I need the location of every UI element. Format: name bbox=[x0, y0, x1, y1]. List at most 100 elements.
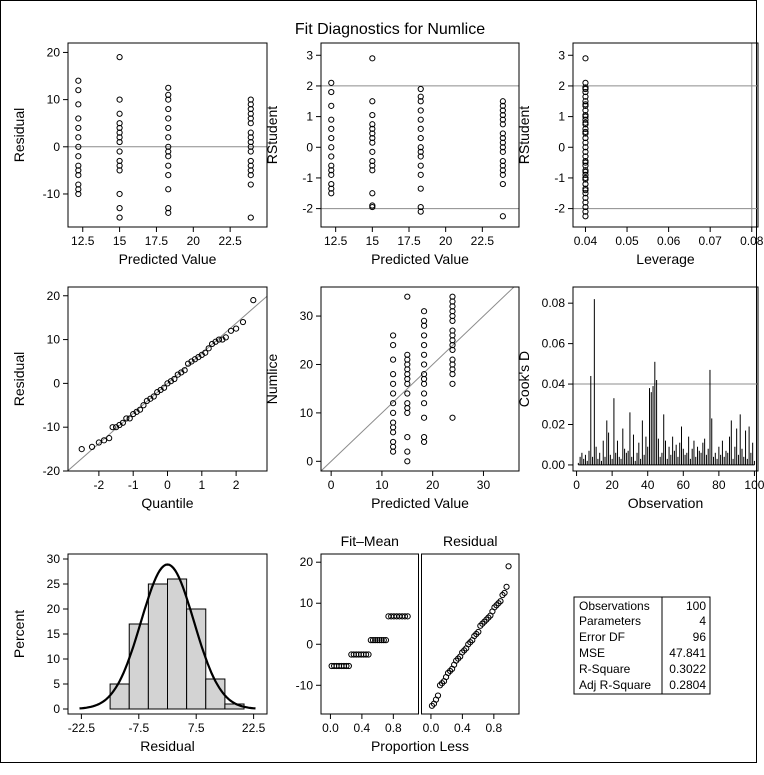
data-point bbox=[417, 85, 424, 93]
y-tick-label: 0 bbox=[306, 140, 313, 154]
data-point bbox=[328, 116, 335, 123]
residual-quantile-point bbox=[444, 669, 452, 677]
data-point bbox=[499, 148, 506, 155]
data-point bbox=[420, 351, 428, 358]
residual-quantile-point bbox=[459, 649, 466, 656]
data-point bbox=[389, 332, 397, 339]
data-point bbox=[582, 116, 589, 123]
y-tick-label: -2 bbox=[302, 202, 313, 216]
data-point bbox=[499, 180, 506, 188]
residual-quantile-point bbox=[497, 598, 504, 605]
stat-label: R-Square bbox=[579, 662, 631, 676]
data-point bbox=[171, 375, 178, 383]
x-tick-label: 22.5 bbox=[218, 234, 242, 248]
data-point bbox=[420, 361, 428, 368]
x-tick-label: 2 bbox=[233, 478, 240, 492]
data-point bbox=[75, 134, 82, 141]
data-point bbox=[75, 87, 82, 94]
data-point bbox=[582, 203, 589, 211]
data-point bbox=[369, 162, 376, 169]
histogram-bar bbox=[186, 608, 207, 710]
y-tick-label: 0.08 bbox=[542, 296, 566, 310]
stat-value: 96 bbox=[693, 630, 707, 644]
y-tick-label: -2 bbox=[554, 202, 565, 216]
data-point bbox=[181, 367, 188, 374]
x-axis-label: Residual bbox=[140, 738, 194, 754]
data-point bbox=[417, 185, 424, 192]
data-point bbox=[328, 153, 335, 160]
stat-label: Parameters bbox=[579, 614, 641, 628]
data-point bbox=[165, 209, 172, 216]
x-tick-label: 0.07 bbox=[699, 234, 723, 248]
data-point bbox=[582, 153, 589, 160]
residual-quantile-point bbox=[453, 657, 460, 664]
x-tick-label: 17.5 bbox=[397, 234, 421, 248]
residual-quantile-point bbox=[477, 622, 484, 629]
data-point bbox=[420, 390, 428, 397]
y-axis-label: RStudent bbox=[516, 106, 532, 164]
residual-quantile-point bbox=[467, 639, 474, 646]
y-tick-label: 0 bbox=[53, 702, 60, 716]
data-point bbox=[100, 437, 108, 444]
x-tick-label: -2 bbox=[94, 478, 105, 492]
x-tick-label: 0.8 bbox=[485, 721, 502, 735]
x-tick-label: 30 bbox=[477, 478, 491, 492]
data-point bbox=[389, 371, 397, 378]
plot-frame bbox=[572, 286, 759, 472]
plot-frame bbox=[421, 553, 520, 715]
x-tick-label: 7.5 bbox=[188, 721, 205, 735]
x-tick-label: -7.5 bbox=[128, 721, 149, 735]
data-point bbox=[165, 96, 172, 103]
data-point bbox=[417, 116, 424, 123]
data-point bbox=[328, 185, 335, 192]
point-group bbox=[75, 54, 254, 221]
data-point bbox=[582, 98, 589, 105]
rstudent-vs-pred-chart: 12.5 15 17.5 20 22.5 -2 -1 0 1 2 3 Predicted Value R… bbox=[264, 42, 520, 267]
x-axis-label: Leverage bbox=[636, 251, 695, 267]
data-point bbox=[499, 144, 506, 151]
x-tick-label: 15 bbox=[113, 234, 127, 248]
data-point bbox=[417, 162, 424, 169]
data-point bbox=[449, 414, 456, 421]
y-tick-label: 0.02 bbox=[542, 417, 566, 431]
y-tick-label: 20 bbox=[47, 289, 61, 303]
data-point bbox=[75, 143, 82, 150]
x-tick-label: 22.5 bbox=[471, 234, 495, 248]
x-tick-label: 0.06 bbox=[657, 234, 681, 248]
y-axis-label: Numlice bbox=[264, 354, 280, 405]
data-point bbox=[449, 380, 456, 387]
data-point bbox=[582, 88, 589, 96]
data-point bbox=[116, 138, 123, 146]
data-point bbox=[499, 111, 506, 119]
y-tick-label: 20 bbox=[300, 357, 314, 371]
x-tick-label: 0 bbox=[164, 478, 171, 492]
data-point bbox=[582, 168, 589, 175]
stat-label: Error DF bbox=[579, 630, 625, 644]
y-tick-label: 0 bbox=[53, 376, 60, 390]
fit-mean-point bbox=[382, 637, 390, 644]
residual-quantile-point bbox=[471, 632, 478, 640]
data-point bbox=[136, 406, 144, 413]
data-point bbox=[417, 144, 424, 151]
x-tick-label: 0.4 bbox=[454, 721, 471, 735]
residual-quantile-point bbox=[475, 628, 482, 636]
data-point bbox=[449, 317, 456, 324]
data-point bbox=[417, 93, 424, 100]
residual-quantile-point bbox=[461, 647, 468, 654]
y-tick-label: 25 bbox=[47, 577, 61, 591]
point-group bbox=[328, 55, 506, 220]
data-point bbox=[160, 384, 168, 391]
data-point bbox=[420, 332, 428, 339]
data-point bbox=[389, 342, 397, 349]
data-point bbox=[582, 213, 589, 220]
x-tick-label: 0.0 bbox=[322, 721, 339, 735]
plot-frame bbox=[320, 553, 419, 715]
data-point bbox=[449, 346, 456, 354]
data-point bbox=[582, 162, 589, 169]
data-point bbox=[239, 318, 247, 326]
data-point bbox=[369, 203, 376, 211]
fit-statistics-table: Observations 100 Parameters 4 Error DF 9… bbox=[573, 596, 711, 695]
residual-panel: Residual 0.0 0.4 0.8 bbox=[421, 533, 520, 735]
y-tick-label: 0 bbox=[306, 637, 313, 651]
stat-value: 100 bbox=[686, 599, 706, 613]
